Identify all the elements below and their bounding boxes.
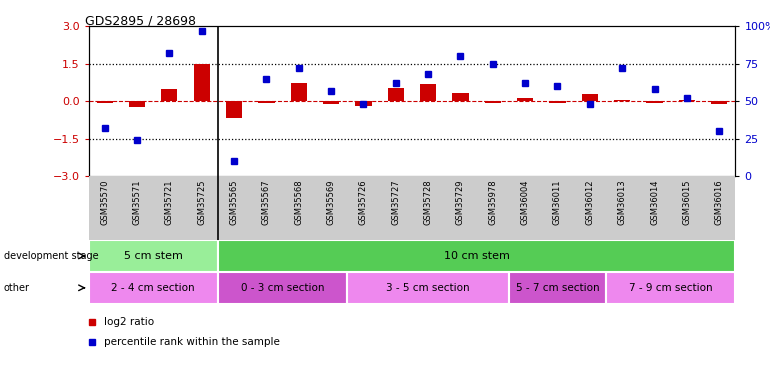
Text: GSM35567: GSM35567 [262,180,271,225]
Bar [89,272,218,304]
Text: GSM35978: GSM35978 [488,180,497,225]
Text: 3 - 5 cm section: 3 - 5 cm section [387,283,470,293]
Bar [129,101,145,107]
Bar [89,240,218,272]
Bar [218,240,735,272]
Text: 2 - 4 cm section: 2 - 4 cm section [112,283,195,293]
Text: percentile rank within the sample: percentile rank within the sample [104,337,280,347]
Bar [614,99,630,101]
Text: 10 cm stem: 10 cm stem [444,251,510,261]
Bar [711,101,728,104]
Bar [388,87,404,101]
Bar [517,98,533,101]
Text: GSM35569: GSM35569 [326,180,336,225]
Text: GSM35728: GSM35728 [424,180,433,225]
Text: GSM35729: GSM35729 [456,180,465,225]
Text: GSM36013: GSM36013 [618,180,627,225]
Text: GSM35565: GSM35565 [229,180,239,225]
Text: GSM35725: GSM35725 [197,180,206,225]
Text: log2 ratio: log2 ratio [104,316,154,327]
Text: GSM35568: GSM35568 [294,180,303,225]
Bar [259,101,275,102]
Text: GSM36011: GSM36011 [553,180,562,225]
Bar [420,84,437,101]
Text: other: other [4,283,30,293]
Text: 5 cm stem: 5 cm stem [124,251,182,261]
Text: GSM35721: GSM35721 [165,180,174,225]
Bar [647,101,662,102]
Bar [218,272,347,304]
Bar [226,101,242,117]
Text: 0 - 3 cm section: 0 - 3 cm section [241,283,324,293]
Text: GSM36014: GSM36014 [650,180,659,225]
Bar [356,101,372,106]
Bar [97,101,112,102]
Bar [485,101,501,102]
Text: 5 - 7 cm section: 5 - 7 cm section [516,283,599,293]
Bar [453,93,468,101]
Bar [194,64,209,101]
Bar [550,101,565,102]
Bar [679,99,695,101]
Bar [291,83,306,101]
Bar [606,272,735,304]
Text: GSM35570: GSM35570 [100,180,109,225]
Text: GSM36012: GSM36012 [585,180,594,225]
Text: GSM35727: GSM35727 [391,180,400,225]
Text: 7 - 9 cm section: 7 - 9 cm section [629,283,712,293]
Text: GSM35726: GSM35726 [359,180,368,225]
Text: development stage: development stage [4,251,99,261]
Text: GSM35571: GSM35571 [132,180,142,225]
Text: GSM36004: GSM36004 [521,180,530,225]
Text: GDS2895 / 28698: GDS2895 / 28698 [85,15,196,28]
Bar [162,89,177,101]
Text: GSM36015: GSM36015 [682,180,691,225]
Bar [323,101,339,104]
Bar [582,94,598,101]
Text: GSM36016: GSM36016 [715,180,724,225]
Bar [347,272,509,304]
Bar [509,272,606,304]
